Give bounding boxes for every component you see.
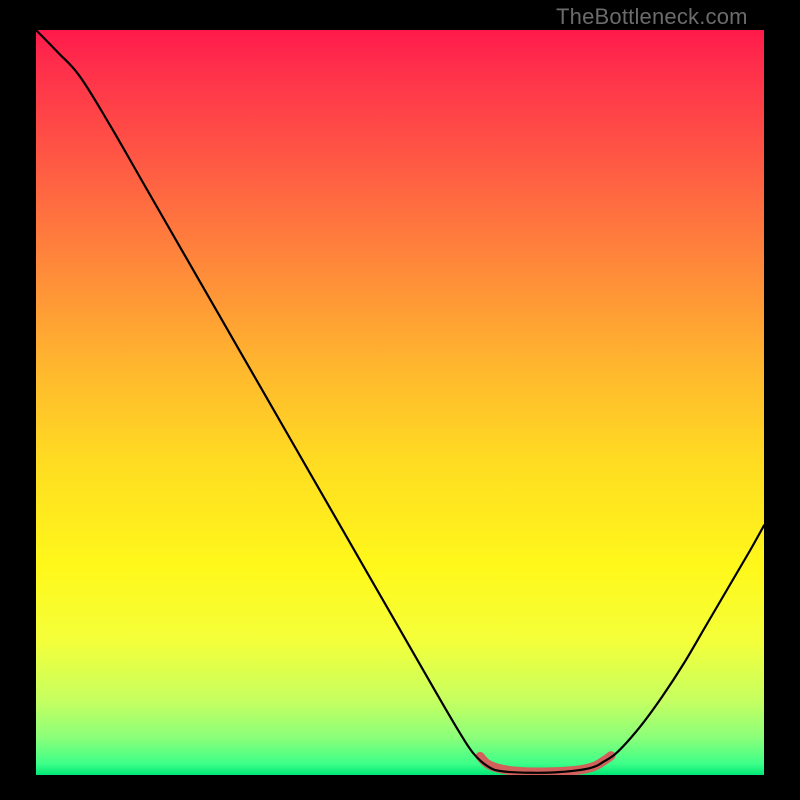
chart-frame: TheBottleneck.com xyxy=(0,0,800,800)
bottleneck-line xyxy=(36,30,764,773)
optimal-range-highlight xyxy=(480,756,611,772)
bottleneck-curve xyxy=(36,30,764,775)
plot-area xyxy=(36,30,764,775)
watermark-text: TheBottleneck.com xyxy=(556,4,748,30)
